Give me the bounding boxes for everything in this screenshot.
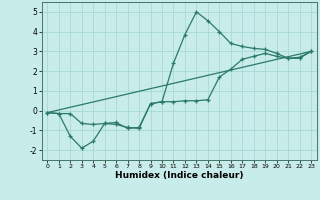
X-axis label: Humidex (Indice chaleur): Humidex (Indice chaleur) [115, 171, 244, 180]
